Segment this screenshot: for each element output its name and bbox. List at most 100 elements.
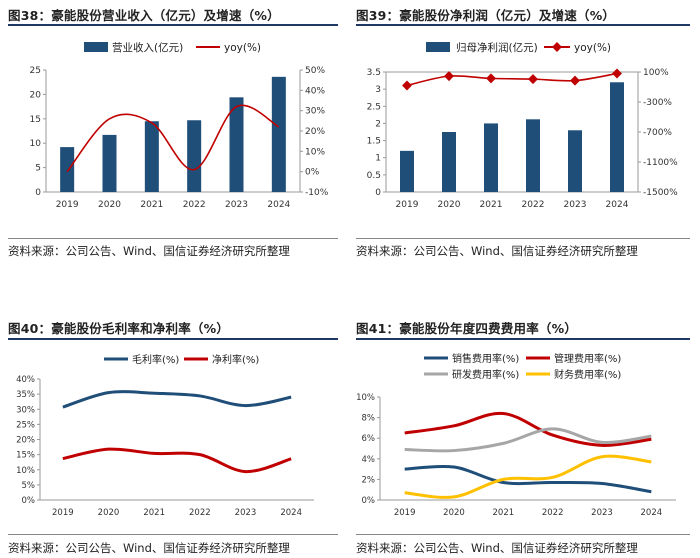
y-tick-label: 5% (22, 481, 36, 491)
legend-swatch (426, 42, 450, 52)
x-tick-label: 2021 (140, 200, 163, 210)
x-tick-label: 2019 (396, 200, 419, 210)
y-tick-label: 8% (362, 414, 376, 424)
series-line (404, 454, 652, 499)
legend-label: yoy(%) (224, 42, 261, 54)
y-tick-label: 30% (16, 405, 35, 415)
source-rule (356, 238, 690, 239)
series-marker (570, 75, 580, 86)
x-tick-label: 2019 (52, 508, 74, 518)
legend-label: 毛利率(%) (132, 353, 179, 366)
source-note: 资料来源：公司公告、Wind、国信证券经济研究所整理 (356, 244, 638, 258)
source-note: 资料来源：公司公告、Wind、国信证券经济研究所整理 (356, 541, 638, 555)
x-tick-label: 2024 (606, 200, 629, 210)
bar (271, 76, 286, 192)
bar (60, 147, 75, 192)
x-tick-label: 2022 (183, 200, 206, 210)
legend-swatch (84, 42, 108, 52)
y-tick-label: 2.5 (367, 102, 381, 112)
y-tick-label: 0 (35, 188, 41, 198)
y-tick-label: 6% (362, 434, 376, 444)
series-line (404, 427, 652, 453)
y-tick-label: 10% (356, 393, 375, 403)
legend-label: yoy(%) (574, 42, 611, 54)
legend-label: 销售费用率(%) (452, 352, 519, 365)
source-rule (8, 534, 338, 535)
legend-label: 财务费用率(%) (554, 368, 621, 381)
series-line (66, 104, 280, 173)
chart-panel-40: 图40：豪能股份毛利率和净利率（%） 0% 5% 10% 15% 20% 25% 30% 35… (8, 312, 338, 558)
y2-tick-label: -300% (643, 98, 672, 108)
x-tick-label: 2020 (443, 508, 465, 518)
series-line (406, 72, 618, 87)
y-tick-label: 15 (30, 115, 41, 125)
bar (610, 82, 624, 192)
chart-panel-39: 图39：豪能股份净利润（亿元）及增速（%） 0 0.5 1 1.5 2 2.5 3 3.5 -1… (356, 0, 690, 260)
y2-tick-label: 100% (643, 68, 669, 78)
legend-label: 净利率(%) (212, 353, 259, 366)
series-marker (612, 68, 622, 79)
bar (484, 123, 498, 192)
bar (568, 130, 582, 192)
x-tick-label: 2023 (235, 508, 257, 518)
y-tick-label: 0.5 (367, 171, 381, 181)
legend-label: 归母净利润(亿元) (456, 41, 538, 54)
y-tick-label: 25% (16, 420, 35, 430)
title-rule (8, 338, 338, 340)
x-tick-label: 2019 (56, 200, 79, 210)
y2-tick-label: 40% (305, 86, 325, 96)
x-tick-label: 2022 (522, 200, 545, 210)
series-marker (486, 73, 496, 84)
y-tick-label: 10 (30, 139, 42, 149)
chart-panel-38: 图38：豪能股份营业收入（亿元）及增速（%） 0 5 10 15 20 25 -10% 0% 1… (8, 0, 338, 260)
chart-40: 0% 5% 10% 15% 20% 25% 30% 35% 40% 2019 2020 2021 202… (16, 353, 314, 518)
y-tick-label: 0% (362, 496, 376, 506)
x-tick-label: 2024 (641, 508, 663, 518)
y-tick-label: 20 (30, 90, 42, 100)
y2-tick-label: 20% (305, 127, 325, 137)
y-tick-label: 3 (375, 85, 381, 95)
plot-frame (385, 71, 639, 193)
y2-tick-label: 0% (305, 168, 320, 178)
bar (400, 150, 414, 192)
chart-title: 图41：豪能股份年度四费费用率（%） (356, 321, 578, 336)
series-line (404, 464, 652, 494)
x-tick-label: 2021 (480, 200, 503, 210)
series-marker (402, 80, 412, 91)
y2-tick-label: 30% (305, 107, 325, 117)
source-rule (8, 238, 338, 239)
x-tick-label: 2019 (394, 508, 416, 518)
title-rule (8, 24, 338, 26)
chart-title: 图40：豪能股份毛利率和净利率（%） (8, 321, 230, 336)
y-tick-label: 35% (16, 390, 35, 400)
y-tick-label: 3.5 (367, 68, 381, 78)
y-tick-label: 0 (375, 188, 381, 198)
y-tick-label: 4% (362, 455, 376, 465)
y-tick-label: 5 (35, 164, 41, 174)
chart-title: 图38：豪能股份营业收入（亿元）及增速（%） (8, 8, 280, 23)
bar (102, 134, 117, 192)
chart-39: 0 0.5 1 1.5 2 2.5 3 3.5 -1500% -1100% -700% -300% 10… (367, 41, 678, 210)
y-tick-label: 10% (16, 466, 35, 476)
x-tick-label: 2024 (267, 200, 290, 210)
y2-tick-label: -700% (643, 128, 672, 138)
source-note: 资料来源：公司公告、Wind、国信证券经济研究所整理 (8, 244, 290, 258)
bar (144, 121, 159, 192)
y-tick-label: 25 (30, 66, 41, 76)
x-tick-label: 2023 (564, 200, 587, 210)
source-rule (356, 534, 690, 535)
y2-tick-label: 10% (305, 147, 325, 157)
series-line (404, 411, 652, 447)
chart-panel-41: 图41：豪能股份年度四费费用率（%） 0% 2% 4% 6% 8% 10% 2019 2020… (356, 312, 690, 558)
x-tick-label: 2020 (98, 508, 120, 518)
bar (526, 119, 540, 192)
y-tick-label: 0% (22, 496, 36, 506)
x-tick-label: 2020 (98, 200, 121, 210)
y-tick-label: 40% (16, 375, 35, 385)
y-tick-label: 1.5 (367, 137, 381, 147)
x-tick-label: 2021 (143, 508, 165, 518)
legend-label: 管理费用率(%) (554, 352, 621, 365)
x-tick-label: 2022 (189, 508, 211, 518)
x-tick-label: 2023 (591, 508, 613, 518)
series-line (62, 390, 292, 409)
